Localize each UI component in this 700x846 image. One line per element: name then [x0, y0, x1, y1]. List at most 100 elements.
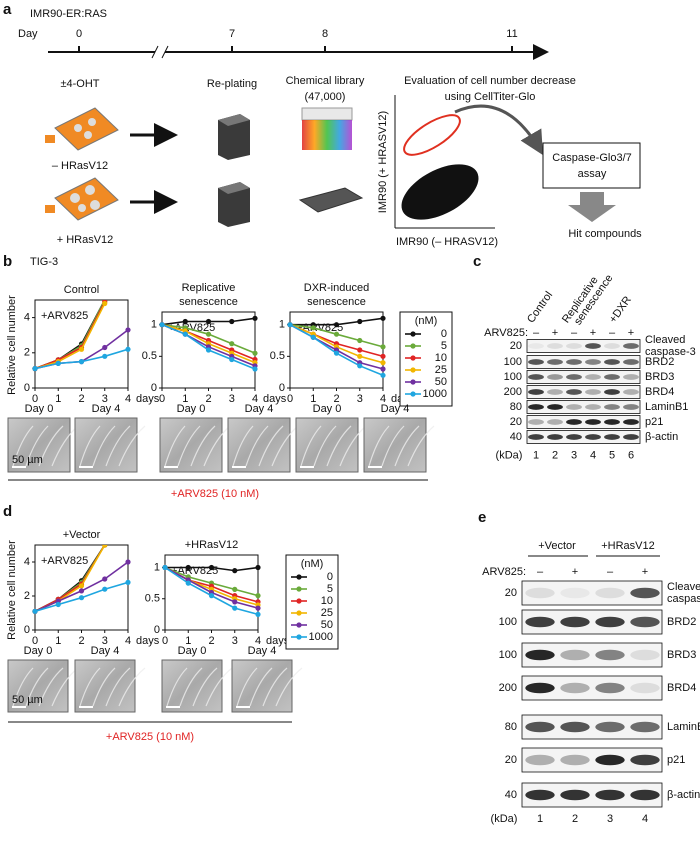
marker-size: 200 — [499, 682, 517, 694]
y-tick-label: 1 — [151, 319, 157, 331]
treatment-label: +ARV825 — [168, 322, 215, 334]
data-point — [102, 353, 108, 359]
assay-label: assay — [578, 168, 607, 180]
blot-band — [595, 754, 625, 766]
image-label: Day 0 — [313, 403, 342, 415]
data-point — [380, 366, 386, 372]
panel-letter: e — [478, 509, 486, 526]
micrograph — [161, 659, 223, 713]
blot-band — [566, 374, 582, 380]
lane-number: 5 — [609, 449, 615, 461]
step-label: using CellTiter-Glo — [445, 91, 536, 103]
cell-outline — [245, 425, 269, 467]
marker-size: 100 — [499, 616, 517, 628]
cell-outline — [179, 667, 203, 707]
micrograph — [227, 417, 291, 473]
protein-name: Cleaved — [667, 581, 700, 593]
panel-title: IMR90-ER:RAS — [30, 8, 107, 20]
x-tick-label: 2 — [78, 635, 84, 647]
blot-band — [623, 389, 639, 395]
cell-outline — [313, 425, 337, 467]
data-point — [102, 344, 108, 351]
blot-band — [623, 374, 639, 380]
data-point — [185, 564, 191, 571]
chart-title: Replicative — [182, 282, 236, 294]
data-point — [125, 327, 131, 333]
legend-label: 25 — [321, 607, 333, 619]
blot-band — [566, 404, 582, 410]
marker-size: 40 — [505, 789, 517, 801]
protein-name: LaminB1 — [667, 721, 700, 733]
treatment-footer: +ARV825 (10 nM) — [106, 731, 194, 743]
step-label: Evaluation of cell number decrease — [404, 75, 576, 87]
y-tick-label: 1 — [154, 561, 160, 573]
x-tick-label: 2 — [333, 393, 339, 405]
x-tick-label: 0 — [32, 393, 38, 405]
chart-title: +Vector — [63, 529, 101, 541]
cell-outline — [249, 667, 273, 707]
data-point — [252, 350, 258, 356]
cell-outline — [105, 667, 131, 707]
blot-band — [528, 419, 544, 425]
x-unit: days — [266, 635, 290, 647]
x-tick-label: 2 — [205, 393, 211, 405]
blot-band — [585, 404, 601, 410]
data-point — [229, 356, 235, 363]
data-point — [102, 586, 108, 592]
treatment-sign: – — [607, 566, 614, 578]
cell-outline — [25, 667, 49, 707]
blot-band — [604, 389, 620, 395]
cell-outline — [232, 425, 254, 467]
data-point — [357, 337, 363, 344]
series-line — [34, 348, 129, 370]
blot-band — [547, 343, 563, 349]
y-tick-label: 2 — [24, 590, 30, 602]
cell-outline — [177, 425, 201, 467]
blot-band — [595, 649, 625, 661]
data-point — [102, 576, 108, 582]
marker-size: 100 — [504, 371, 522, 383]
cell-outline — [236, 667, 258, 707]
cell-outline — [190, 425, 216, 467]
series-line — [34, 303, 106, 370]
blot-band — [528, 404, 544, 410]
treatment-sign: – — [571, 327, 578, 339]
data-point — [380, 315, 386, 321]
x-tick-label: 1 — [182, 393, 188, 405]
chart-title: senescence — [179, 296, 238, 308]
cell-outline — [368, 425, 390, 467]
x-tick-label: 4 — [252, 393, 258, 405]
timeline-day: 0 — [76, 28, 82, 40]
micrograph — [159, 417, 223, 473]
treatment-label: ARV825: — [482, 566, 526, 578]
data-point — [380, 344, 386, 350]
panel-letter: b — [3, 253, 12, 270]
chart-title: DXR-induced — [304, 282, 369, 294]
treatment-sign: + — [590, 327, 596, 339]
legend-marker — [410, 355, 416, 361]
step-label: ±4-OHT — [60, 78, 99, 90]
cell-outline — [105, 425, 131, 467]
blot-band — [528, 343, 544, 349]
data-point — [32, 608, 38, 614]
image-label: Day 0 — [25, 403, 54, 415]
treatment-label: +ARV825 — [41, 555, 88, 567]
blot-band — [604, 404, 620, 410]
marker-size: 100 — [499, 649, 517, 661]
y-tick-label: 0.5 — [145, 593, 160, 605]
data-point — [102, 545, 108, 548]
treatment-sign: – — [537, 566, 544, 578]
scale-bar-label: 50 µm — [12, 694, 43, 706]
legend-label: 0 — [441, 328, 447, 340]
data-point — [380, 353, 386, 359]
treatment-label: +ARV825 — [41, 310, 88, 322]
protein-name: BRD2 — [667, 616, 696, 628]
blot-band — [630, 754, 660, 766]
y-tick-label: 0 — [154, 624, 160, 636]
cell-outline — [12, 425, 34, 467]
micrograph — [7, 659, 69, 713]
blot-band — [595, 682, 625, 694]
data-point — [208, 564, 215, 571]
marker-size: 200 — [504, 386, 522, 398]
